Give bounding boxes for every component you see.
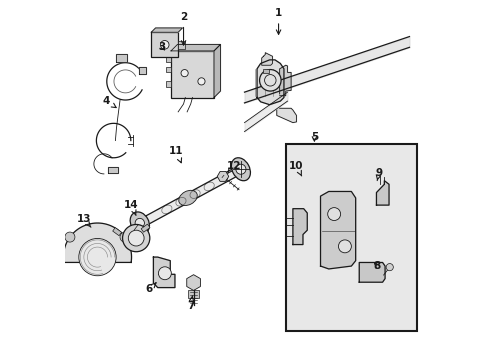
Text: 3: 3	[158, 42, 165, 52]
Circle shape	[79, 238, 116, 276]
Bar	[285, 144, 416, 330]
Polygon shape	[116, 54, 127, 62]
Bar	[171, 51, 214, 98]
Polygon shape	[320, 192, 355, 269]
Polygon shape	[359, 262, 384, 282]
Polygon shape	[279, 65, 290, 96]
Text: 13: 13	[77, 215, 91, 227]
Circle shape	[158, 267, 171, 280]
Polygon shape	[257, 60, 284, 105]
Polygon shape	[139, 67, 146, 74]
Circle shape	[128, 230, 144, 246]
Text: 1: 1	[274, 8, 282, 34]
Polygon shape	[151, 28, 182, 32]
Polygon shape	[261, 53, 272, 65]
Polygon shape	[214, 44, 220, 98]
Text: 5: 5	[310, 132, 317, 142]
Bar	[178, 41, 184, 49]
Circle shape	[338, 240, 351, 253]
Circle shape	[259, 69, 281, 91]
Text: 9: 9	[375, 168, 382, 181]
Polygon shape	[107, 167, 118, 173]
Bar	[112, 228, 122, 236]
Circle shape	[181, 69, 188, 77]
Bar	[263, 69, 268, 73]
Circle shape	[65, 232, 75, 242]
Circle shape	[122, 225, 149, 252]
Circle shape	[135, 219, 144, 228]
Bar	[165, 67, 171, 72]
Circle shape	[386, 264, 392, 271]
Polygon shape	[171, 44, 220, 51]
Circle shape	[120, 232, 130, 242]
Circle shape	[327, 208, 340, 221]
Bar	[188, 290, 199, 298]
Text: 6: 6	[145, 283, 156, 294]
Bar	[151, 32, 178, 57]
Ellipse shape	[179, 190, 197, 206]
Bar	[165, 56, 171, 62]
Polygon shape	[276, 108, 296, 123]
Text: 4: 4	[102, 96, 116, 108]
Text: 12: 12	[226, 161, 241, 174]
Text: 11: 11	[169, 146, 183, 163]
Polygon shape	[292, 209, 306, 244]
Ellipse shape	[130, 212, 149, 234]
Circle shape	[198, 78, 204, 85]
Ellipse shape	[231, 158, 250, 181]
Polygon shape	[63, 223, 131, 262]
Text: 7: 7	[186, 296, 194, 311]
Circle shape	[160, 41, 169, 49]
Polygon shape	[133, 166, 243, 230]
Circle shape	[235, 164, 245, 174]
Polygon shape	[153, 257, 175, 288]
Bar	[141, 224, 150, 232]
Polygon shape	[376, 181, 388, 205]
Bar	[165, 81, 171, 87]
Text: 2: 2	[180, 12, 187, 45]
Text: 10: 10	[289, 161, 303, 176]
Text: 14: 14	[124, 200, 139, 216]
Text: 8: 8	[373, 261, 380, 271]
